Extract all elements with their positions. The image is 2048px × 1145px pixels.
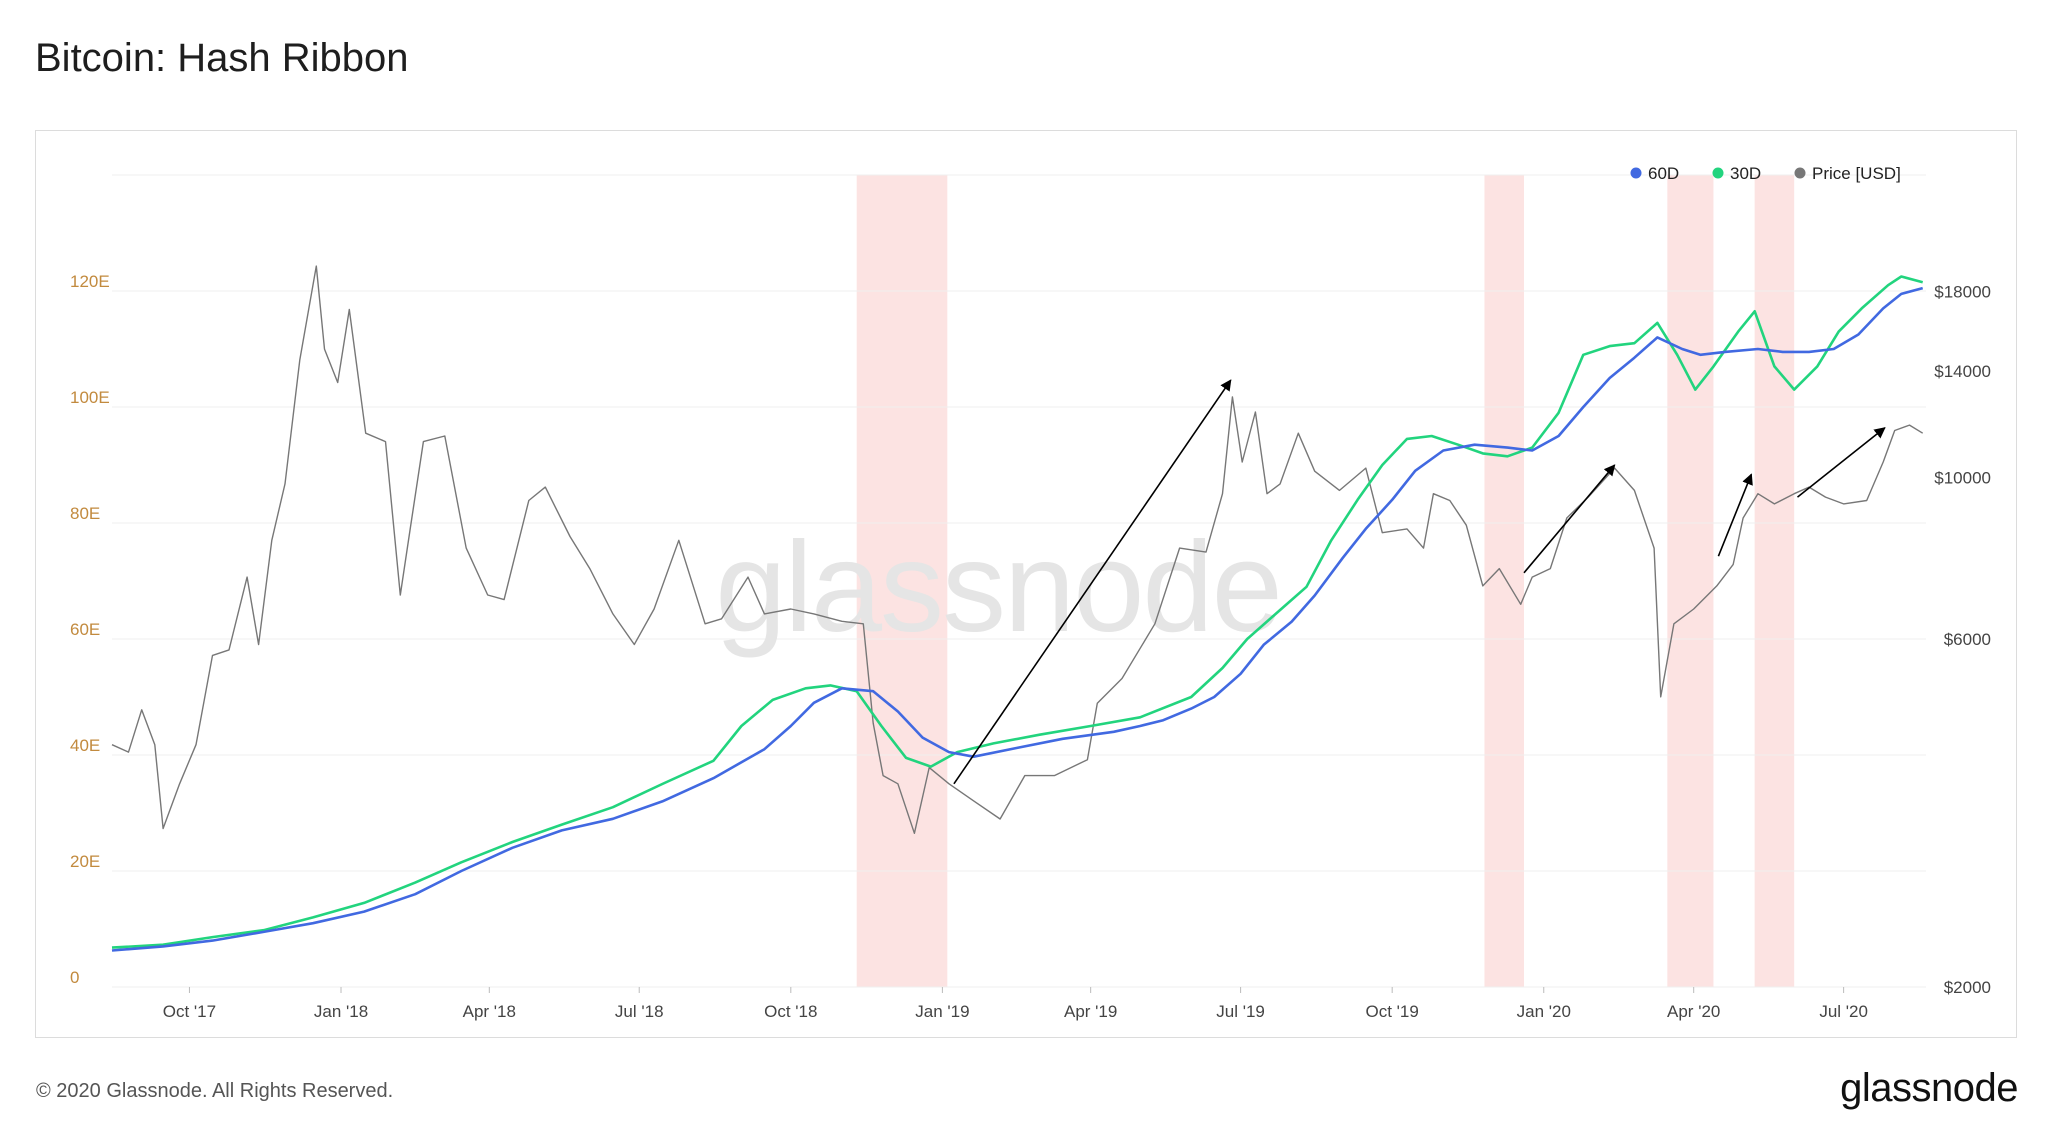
x-axis-tick-label: Jan '18 bbox=[314, 1002, 368, 1021]
right-axis-tick-label: $6000 bbox=[1944, 630, 1991, 649]
legend-marker bbox=[1712, 167, 1724, 179]
right-axis-tick-label: $10000 bbox=[1934, 468, 1991, 487]
x-axis-tick-label: Oct '18 bbox=[764, 1002, 817, 1021]
x-axis-tick-label: Jul '18 bbox=[615, 1002, 664, 1021]
x-axis-tick-label: Oct '19 bbox=[1366, 1002, 1419, 1021]
right-axis-tick-label: $2000 bbox=[1944, 978, 1991, 997]
trend-arrow bbox=[1523, 464, 1616, 574]
series-line-30d bbox=[111, 275, 1924, 949]
series-line-60d bbox=[111, 286, 1924, 952]
left-axis-tick-label: 20E bbox=[70, 852, 100, 871]
legend-marker bbox=[1630, 167, 1642, 179]
capitulation-bands bbox=[856, 175, 1795, 987]
legend-label: 60D bbox=[1648, 164, 1679, 183]
grid-lines bbox=[112, 174, 1926, 988]
legend-item: 60D bbox=[1630, 164, 1679, 183]
left-axis-tick-label: 120E bbox=[70, 272, 110, 291]
left-axis-ticks: 0 20E 40E 60E 80E 100E 120E bbox=[70, 272, 110, 987]
page-title: Bitcoin: Hash Ribbon bbox=[35, 36, 409, 80]
trend-arrow bbox=[1796, 427, 1886, 498]
left-axis-tick-label: 0 bbox=[70, 968, 79, 987]
series-line-price-usd bbox=[111, 265, 1924, 834]
trend-arrow bbox=[953, 379, 1232, 785]
x-axis-tick-label: Jul '19 bbox=[1216, 1002, 1265, 1021]
x-axis-tick-label: Oct '17 bbox=[163, 1002, 216, 1021]
footer-brand-logo: glassnode bbox=[1840, 1066, 2018, 1110]
left-axis-tick-label: 60E bbox=[70, 620, 100, 639]
legend-marker bbox=[1794, 167, 1806, 179]
x-axis-tick-label: Jul '20 bbox=[1819, 1002, 1868, 1021]
legend-item: 30D bbox=[1712, 164, 1761, 183]
x-axis-tick-label: Apr '20 bbox=[1667, 1002, 1720, 1021]
left-axis-tick-label: 80E bbox=[70, 504, 100, 523]
hash-ribbon-chart: glassnode 0 20E 40E 60E 80E 100E 120E $2000 $60… bbox=[70, 164, 1991, 1021]
trend-arrow bbox=[1717, 473, 1753, 557]
legend-label: 30D bbox=[1730, 164, 1761, 183]
right-axis-tick-label: $18000 bbox=[1934, 282, 1991, 301]
left-axis-tick-label: 100E bbox=[70, 388, 110, 407]
chart-card: glassnode 0 20E 40E 60E 80E 100E 120E $2000 $60… bbox=[35, 130, 2017, 1038]
capitulation-band bbox=[1754, 175, 1795, 987]
legend: 60D 30D Price [USD] bbox=[1630, 164, 1901, 183]
x-axis-tick-label: Apr '19 bbox=[1064, 1002, 1117, 1021]
x-axis-tick-label: Apr '18 bbox=[463, 1002, 516, 1021]
footer-copyright: © 2020 Glassnode. All Rights Reserved. bbox=[36, 1080, 394, 1102]
right-axis-ticks: $2000 $6000 $10000 $14000 $18000 bbox=[1934, 282, 1991, 997]
legend-item: Price [USD] bbox=[1794, 164, 1901, 183]
series-lines bbox=[111, 265, 1924, 952]
x-axis-tick-label: Jan '19 bbox=[915, 1002, 969, 1021]
legend-label: Price [USD] bbox=[1812, 164, 1901, 183]
right-axis-tick-label: $14000 bbox=[1934, 362, 1991, 381]
x-axis-ticks: Oct '17 Jan '18 Apr '18 Jul '18 Oct '18 Jan '… bbox=[163, 987, 1868, 1021]
capitulation-band bbox=[856, 175, 948, 987]
capitulation-band bbox=[1484, 175, 1524, 987]
capitulation-band bbox=[1667, 175, 1714, 987]
watermark: glassnode bbox=[715, 516, 1281, 659]
left-axis-tick-label: 40E bbox=[70, 736, 100, 755]
x-axis-tick-label: Jan '20 bbox=[1517, 1002, 1571, 1021]
trend-arrows bbox=[953, 379, 1886, 785]
